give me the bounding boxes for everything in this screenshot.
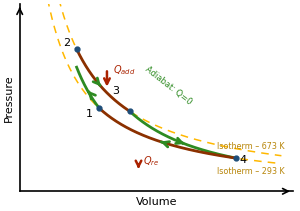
Text: Isotherm – 673 K: Isotherm – 673 K [217, 142, 284, 151]
Text: 2: 2 [63, 38, 70, 48]
Text: Isotherm – 293 K: Isotherm – 293 K [217, 167, 285, 176]
Text: 1: 1 [86, 109, 93, 119]
Text: Adiabat: Q=0: Adiabat: Q=0 [143, 65, 193, 107]
Text: 4: 4 [240, 155, 247, 165]
X-axis label: Volume: Volume [136, 197, 177, 207]
Text: 3: 3 [112, 86, 120, 96]
Y-axis label: Pressure: Pressure [4, 74, 14, 122]
Text: $Q_{re}$: $Q_{re}$ [143, 154, 159, 168]
Text: $Q_{add}$: $Q_{add}$ [112, 63, 135, 77]
